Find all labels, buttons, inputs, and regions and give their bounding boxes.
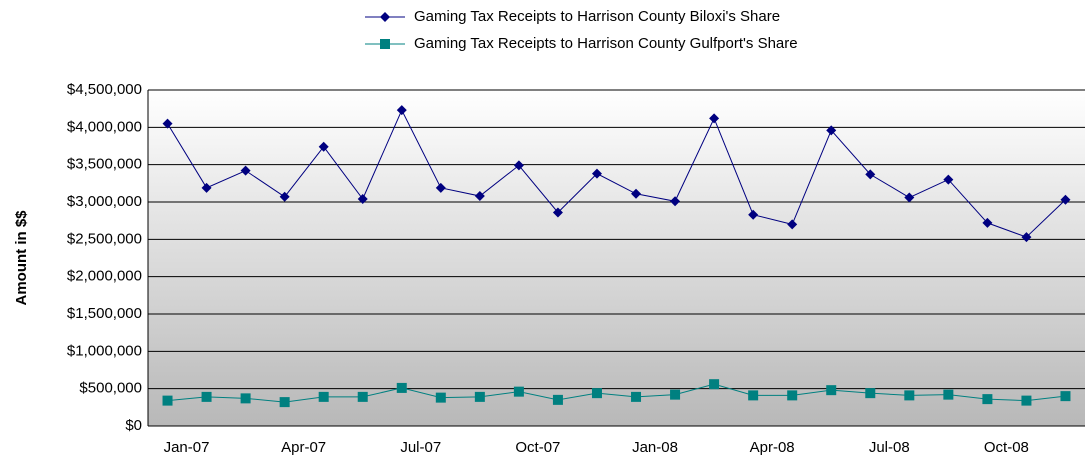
point xyxy=(748,390,759,401)
point xyxy=(357,194,368,205)
series-line xyxy=(167,383,1066,403)
y-tick-label: $1,500,000 xyxy=(67,305,142,322)
point xyxy=(513,160,524,171)
point xyxy=(670,389,681,400)
y-tick-label: $3,500,000 xyxy=(67,156,142,173)
point xyxy=(240,165,251,176)
point xyxy=(826,125,837,136)
point xyxy=(1021,232,1032,243)
x-tick-label: Oct-07 xyxy=(515,439,560,456)
point xyxy=(591,168,602,179)
plot-area xyxy=(148,90,1085,426)
y-axis-title: Amount in $$ xyxy=(13,210,30,306)
point xyxy=(435,392,446,403)
point xyxy=(396,105,407,116)
point xyxy=(1060,391,1071,402)
point xyxy=(162,395,173,406)
point xyxy=(201,391,212,402)
point xyxy=(787,390,798,401)
point xyxy=(709,113,720,124)
point xyxy=(591,388,602,399)
legend-label: Gaming Tax Receipts to Harrison County B… xyxy=(414,8,780,25)
point xyxy=(396,382,407,393)
y-tick-label: $4,500,000 xyxy=(67,81,142,98)
point xyxy=(904,390,915,401)
point xyxy=(318,391,329,402)
point xyxy=(709,379,720,390)
point xyxy=(552,394,563,405)
x-tick-label: Oct-08 xyxy=(984,439,1029,456)
point xyxy=(474,391,485,402)
point xyxy=(318,141,329,152)
x-tick-label: Jan-07 xyxy=(164,439,210,456)
point xyxy=(474,191,485,202)
y-tick-label: $0 xyxy=(125,417,142,434)
point xyxy=(279,397,290,408)
x-tick-label: Apr-07 xyxy=(281,439,326,456)
point xyxy=(787,219,798,230)
point xyxy=(982,394,993,405)
point xyxy=(1021,395,1032,406)
point xyxy=(513,386,524,397)
point xyxy=(435,182,446,193)
point xyxy=(748,209,759,220)
series-line xyxy=(167,108,1066,238)
point xyxy=(865,388,876,399)
y-tick-label: $2,000,000 xyxy=(67,268,142,285)
x-tick-label: Apr-08 xyxy=(750,439,795,456)
point xyxy=(865,169,876,180)
x-tick-label: Jan-08 xyxy=(632,439,678,456)
x-tick-label: Jul-07 xyxy=(400,439,441,456)
point xyxy=(631,188,642,199)
y-tick-label: $4,000,000 xyxy=(67,118,142,135)
point xyxy=(201,182,212,193)
point xyxy=(380,39,390,49)
y-tick-label: $500,000 xyxy=(79,380,142,397)
y-tick-label: $3,000,000 xyxy=(67,193,142,210)
point xyxy=(943,389,954,400)
x-tick-label: Jul-08 xyxy=(869,439,910,456)
point xyxy=(631,391,642,402)
legend-label: Gaming Tax Receipts to Harrison County G… xyxy=(414,35,798,52)
point xyxy=(380,12,390,22)
point xyxy=(552,207,563,218)
point xyxy=(162,118,173,129)
y-tick-label: $1,000,000 xyxy=(67,342,142,359)
y-tick-label: $2,500,000 xyxy=(67,230,142,247)
point xyxy=(279,191,290,202)
point xyxy=(982,217,993,228)
point xyxy=(943,174,954,185)
point xyxy=(826,385,837,396)
point xyxy=(1060,194,1071,205)
point xyxy=(670,196,681,207)
point xyxy=(240,393,251,404)
point xyxy=(357,391,368,402)
point xyxy=(904,192,915,203)
